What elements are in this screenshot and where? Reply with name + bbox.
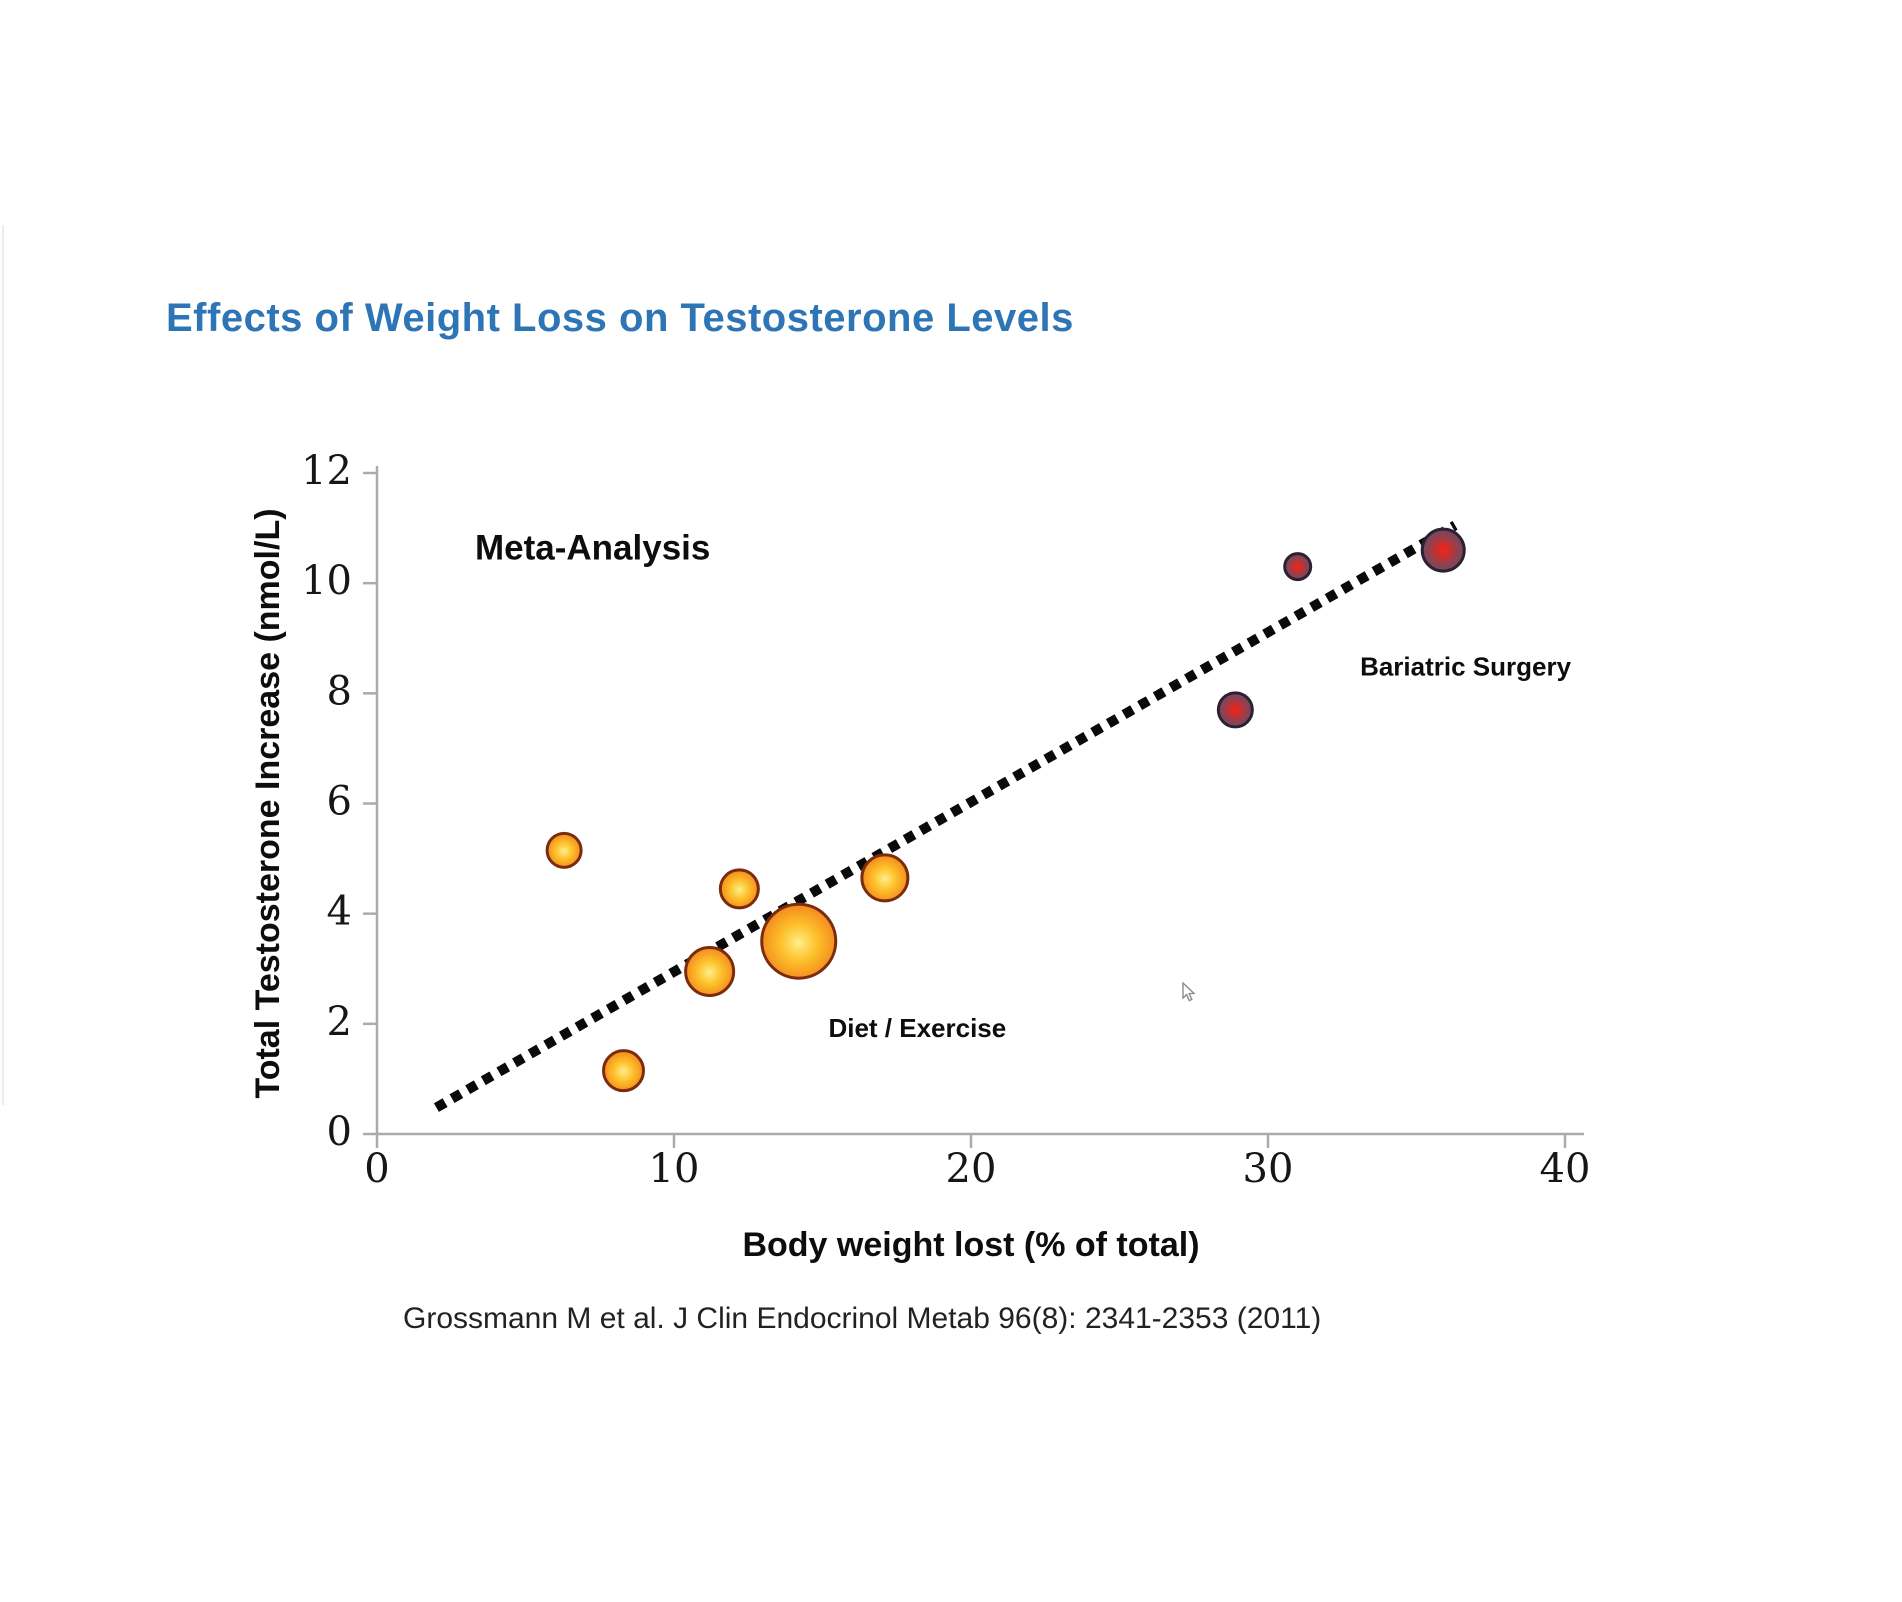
page-title: Effects of Weight Loss on Testosterone L… [166, 296, 1074, 340]
x-tick-label: 0 [364, 1146, 389, 1192]
y-tick-label: 0 [327, 1109, 352, 1155]
x-tick-label: 40 [1540, 1146, 1591, 1192]
y-tick-label: 8 [327, 668, 352, 714]
data-point-diet-exercise [545, 831, 583, 869]
y-tick-label: 6 [327, 779, 352, 825]
y-axis-title: Total Testosterone Increase (nmol/L) [249, 508, 287, 1098]
data-point-bariatric-surgery [1283, 552, 1313, 582]
trend-line [433, 520, 1458, 1112]
y-tick-label: 4 [327, 889, 352, 935]
x-axis-title: Body weight lost (% of total) [742, 1226, 1199, 1264]
left-edge-artifact [2, 225, 4, 1105]
data-point-diet-exercise [684, 946, 736, 998]
x-tick-label: 20 [946, 1146, 997, 1192]
y-tick-label: 10 [301, 558, 352, 604]
data-point-bariatric-surgery [1420, 527, 1466, 573]
y-tick-label: 12 [301, 448, 352, 494]
citation: Grossmann M et al. J Clin Endocrinol Met… [403, 1302, 1322, 1335]
annotation-bariatric-surgery: Bariatric Surgery [1360, 651, 1572, 681]
mouse-cursor-arrow [1182, 982, 1196, 1002]
data-point-diet-exercise [602, 1049, 646, 1093]
mouse-cursor [1182, 982, 1196, 1002]
y-tick-label: 2 [327, 999, 352, 1045]
annotation-diet-exercise: Diet / Exercise [828, 1013, 1006, 1043]
data-point-diet-exercise [760, 902, 838, 980]
annotation-meta-analysis: Meta-Analysis [475, 528, 710, 567]
x-tick-label: 30 [1243, 1146, 1294, 1192]
data-point-diet-exercise [718, 868, 760, 910]
data-point-bariatric-surgery [1216, 691, 1254, 729]
data-point-diet-exercise [860, 853, 910, 903]
x-tick-label: 10 [649, 1146, 700, 1192]
